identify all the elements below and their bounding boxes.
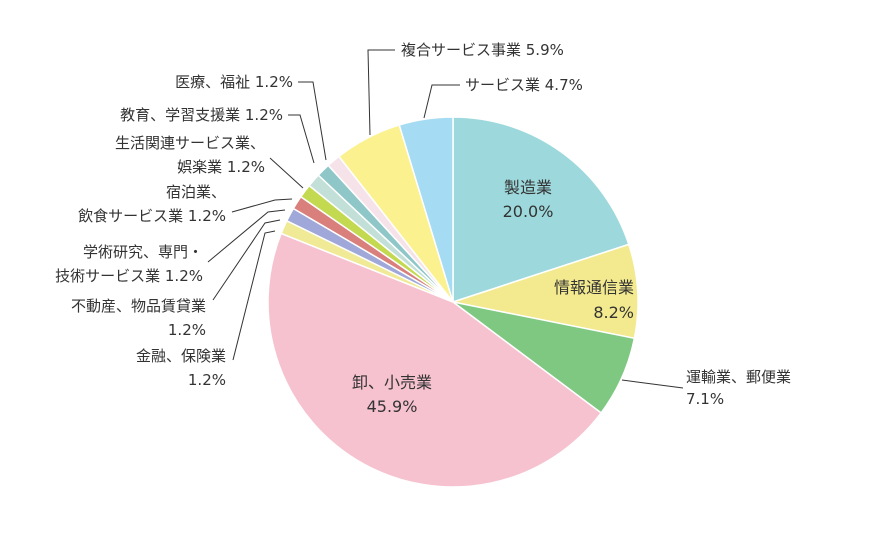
leader-lines	[207, 49, 684, 389]
pie-slices	[267, 116, 639, 488]
label-retail-value: 45.9%	[367, 397, 418, 416]
label-ict-name: 情報通信業	[554, 278, 634, 297]
leader-line-transport	[621, 379, 684, 389]
label-education: 教育、学習支援業 1.2%	[120, 106, 283, 124]
leader-line-compound	[367, 49, 395, 136]
pie-slice-3	[267, 232, 603, 488]
label-finance: 金融、保険業	[136, 347, 226, 365]
leader-line-services	[423, 84, 460, 119]
pie-slice-1	[450, 243, 639, 340]
label-transport-value: 7.1%	[686, 390, 724, 408]
label-realestate: 不動産、物品賃貸業	[71, 297, 206, 315]
label-ict-value: 8.2%	[593, 303, 634, 322]
label-realestate-value: 1.2%	[168, 321, 206, 339]
label-medical: 医療、福祉 1.2%	[175, 73, 293, 91]
label-lifestyle-line1: 生活関連サービス業、	[115, 134, 265, 152]
label-lodging-line1: 宿泊業、	[166, 183, 226, 201]
label-lodging-line2: 飲食サービス業 1.2%	[78, 207, 226, 225]
label-research-line2: 技術サービス業 1.2%	[55, 267, 203, 285]
label-lifestyle-line2: 娯楽業 1.2%	[177, 158, 265, 176]
pie-slice-0	[452, 116, 630, 304]
label-manufacturing-value: 20.0%	[503, 202, 554, 221]
label-manufacturing-name: 製造業	[504, 178, 552, 197]
leader-line-finance	[232, 230, 276, 361]
leader-line-medical	[298, 81, 327, 161]
label-compound: 複合サービス事業 5.9%	[401, 41, 564, 59]
leader-line-education	[288, 114, 315, 164]
leader-line-realestate	[212, 219, 281, 301]
label-retail-name: 卸、小売業	[352, 373, 432, 392]
pie-slice-12	[398, 116, 454, 303]
label-research-line1: 学術研究、専門・	[83, 243, 203, 261]
leader-line-lifestyle	[269, 157, 304, 189]
label-transport: 運輸業、郵便業	[686, 368, 791, 386]
label-services: サービス業 4.7%	[465, 76, 583, 94]
leader-line-research	[207, 209, 286, 263]
leader-line-lodging	[231, 198, 293, 213]
label-finance-value: 1.2%	[188, 371, 226, 389]
